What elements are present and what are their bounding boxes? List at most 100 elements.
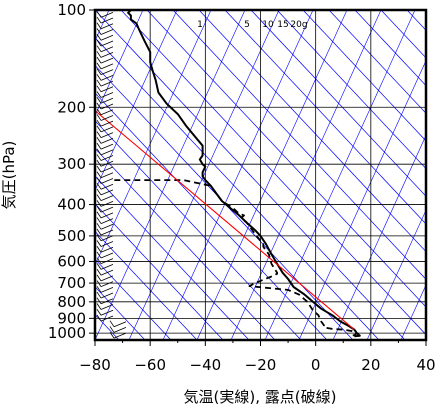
- mixing-ratio-line: [128, 10, 280, 340]
- x-tick-label: 0: [311, 356, 321, 374]
- isotherm-line: [95, 203, 224, 340]
- mixing-ratio-labels: 1 5 10 15 20g: [197, 20, 307, 30]
- wind-barb: [100, 281, 114, 287]
- wind-barb-flag: [96, 188, 102, 196]
- wind-barb-flag: [96, 39, 102, 47]
- wind-barb-flag: [96, 217, 102, 224]
- wind-barb-flag: [96, 154, 102, 161]
- wind-barb-flag: [96, 240, 102, 247]
- wind-barb-flag: [96, 125, 102, 133]
- wind-barb-flag: [96, 62, 102, 70]
- wind-barb-flag: [109, 331, 115, 339]
- y-tick-label: 500: [57, 227, 86, 245]
- wind-barb-flag: [96, 68, 102, 75]
- wind-barb-flag: [96, 97, 102, 104]
- y-tick-label: 200: [57, 98, 86, 116]
- wind-barb-flag: [96, 165, 102, 173]
- wind-barb: [100, 304, 114, 310]
- wind-barb: [100, 286, 114, 293]
- isotherm-line: [302, 10, 426, 142]
- isotherm-line: [95, 37, 380, 340]
- wind-barb: [100, 309, 114, 316]
- wind-barb-flag: [96, 177, 102, 184]
- wind-barb-flag: [96, 309, 102, 316]
- wind-barb: [100, 246, 114, 253]
- isotherm-line: [354, 10, 426, 87]
- wind-barb: [100, 109, 114, 116]
- mixing-ratio-line: [95, 10, 246, 340]
- mixing-ratio-label: 5: [244, 20, 250, 30]
- y-tick-label: 1000: [48, 324, 86, 342]
- wind-barb-flag: [96, 303, 102, 310]
- wind-barb: [100, 195, 114, 202]
- mixing-ratio-label: 15: [277, 20, 288, 30]
- x-axis-title: 気温(実線), 露点(破線): [184, 388, 337, 406]
- wind-barb: [100, 80, 114, 87]
- isotherm-line: [95, 147, 276, 340]
- isotherm-line: [95, 10, 406, 340]
- wind-barb-flag: [96, 108, 102, 115]
- wind-barb: [100, 132, 114, 139]
- wind-barb: [100, 63, 114, 70]
- mixing-ratio-line: [332, 134, 426, 340]
- isotherm-line: [95, 120, 302, 340]
- isotherm-line: [328, 10, 426, 114]
- wind-barb-flag: [109, 326, 115, 333]
- wind-barb: [100, 166, 114, 173]
- wind-barb-flag: [96, 257, 102, 264]
- wind-barb-flag: [96, 131, 102, 138]
- wind-barb: [100, 46, 114, 53]
- wind-barb-flag: [96, 268, 102, 276]
- wind-barb: [100, 143, 114, 150]
- wind-barb: [100, 74, 114, 81]
- wind-barb: [113, 327, 127, 333]
- wind-barb-flag: [96, 74, 102, 81]
- wind-barb: [100, 218, 114, 224]
- wind-barb-flag: [96, 51, 102, 58]
- wind-barb: [100, 241, 114, 247]
- wind-barb-flag: [96, 297, 102, 304]
- y-tick-label: 400: [57, 196, 86, 214]
- x-tick-label: −60: [134, 356, 166, 374]
- wind-barb: [100, 23, 114, 30]
- wind-barb: [100, 40, 114, 47]
- mixing-ratio-label: 20g: [290, 20, 307, 30]
- wind-barb: [100, 126, 114, 133]
- reference-line: [95, 110, 355, 331]
- wind-barb-flag: [96, 205, 102, 213]
- y-axis-title: 気圧(hPa): [0, 141, 18, 210]
- wind-barb: [100, 57, 114, 64]
- wind-barb: [100, 264, 114, 270]
- y-tick-label: 300: [57, 155, 86, 173]
- wind-barb-flag: [96, 223, 102, 230]
- isotherm-line: [95, 258, 172, 340]
- isotherm-line: [95, 230, 198, 340]
- grid-lines: [95, 10, 426, 340]
- wind-barb-flag: [96, 142, 102, 150]
- wind-barb: [100, 298, 114, 305]
- wind-barb-flag: [109, 320, 115, 327]
- x-tick-label: 20: [361, 356, 380, 374]
- wind-barb-flag: [96, 79, 102, 87]
- wind-barb: [100, 269, 114, 276]
- mixing-ratio-line: [366, 209, 426, 340]
- wind-barb-flag: [96, 314, 102, 322]
- mixing-ratio-line: [162, 10, 314, 340]
- wind-barb: [113, 332, 127, 339]
- wind-barb: [100, 252, 114, 259]
- wind-barb: [100, 52, 114, 58]
- wind-barb-flag: [96, 228, 102, 236]
- mixing-ratio-line: [196, 10, 348, 340]
- wind-barb: [100, 172, 114, 179]
- wind-barb-flag: [96, 274, 102, 282]
- wind-barb-flag: [96, 160, 102, 167]
- wind-barb: [100, 206, 114, 213]
- wind-barb-flag: [96, 200, 102, 207]
- y-tick-label: 600: [57, 252, 86, 270]
- y-tick-label: 100: [57, 1, 86, 19]
- mixing-ratio-line: [95, 10, 178, 192]
- background-isolines: [95, 10, 426, 340]
- wind-barb-flag: [96, 16, 102, 24]
- wind-barb-flag: [96, 211, 102, 219]
